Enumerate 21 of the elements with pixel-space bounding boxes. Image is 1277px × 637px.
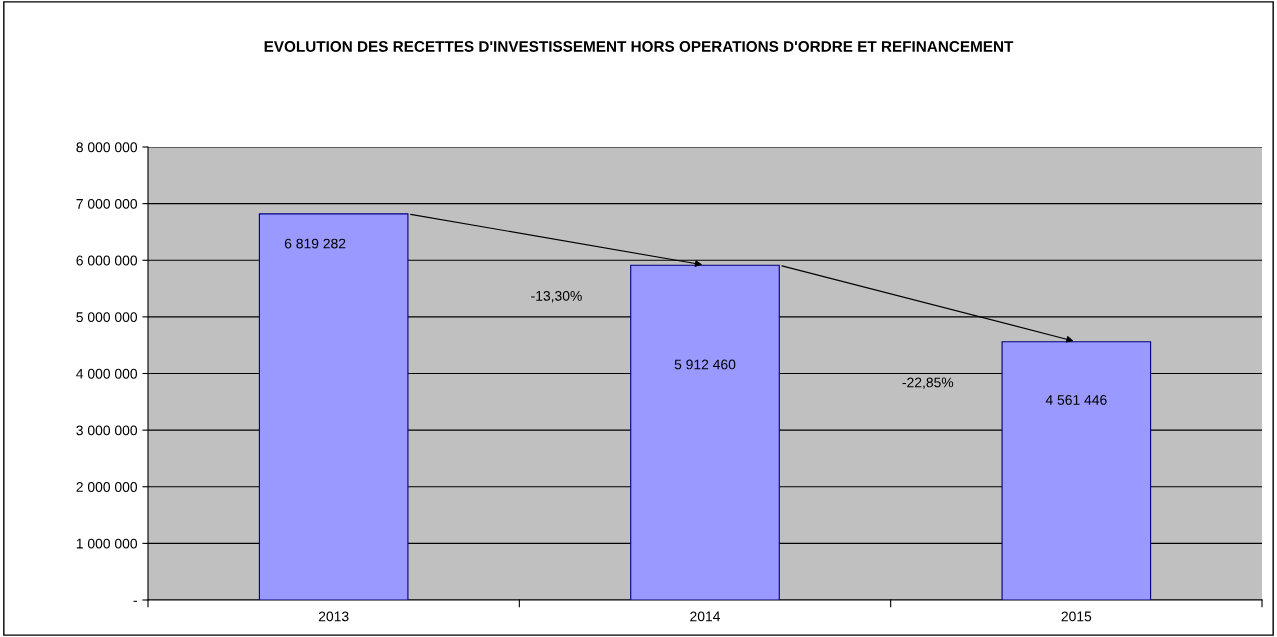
chart-title: EVOLUTION DES RECETTES D'INVESTISSEMENT HORS OPERATIONS D'ORDRE ET REFINANCEMENT <box>264 41 1014 52</box>
y-tick-label: 6 000 000 <box>76 255 138 266</box>
annotation: -13,30% <box>531 290 582 303</box>
data-label: 6 819 282 <box>284 238 346 249</box>
bar <box>630 264 780 600</box>
x-tick-label: 2013 <box>318 611 349 622</box>
y-tick-label: 7 000 000 <box>76 198 138 209</box>
data-label: 4 561 446 <box>1045 395 1107 405</box>
annotation: -22,85% <box>902 377 954 389</box>
bar <box>258 213 409 600</box>
x-tick-label: 2015 <box>1061 611 1092 622</box>
x-tick-label: 2014 <box>690 611 721 622</box>
y-tick-label: 8 000 000 <box>76 142 138 153</box>
y-tick-label: 1 000 000 <box>76 538 138 549</box>
data-label: 5 912 460 <box>674 359 736 370</box>
y-tick-label: 2 000 000 <box>76 482 138 492</box>
bar <box>1001 341 1152 600</box>
y-tick-label: 3 000 000 <box>76 425 138 436</box>
y-tick-label: 4 000 000 <box>76 368 138 379</box>
y-tick-label: - <box>133 600 137 602</box>
y-tick-label: 5 000 000 <box>76 312 138 323</box>
